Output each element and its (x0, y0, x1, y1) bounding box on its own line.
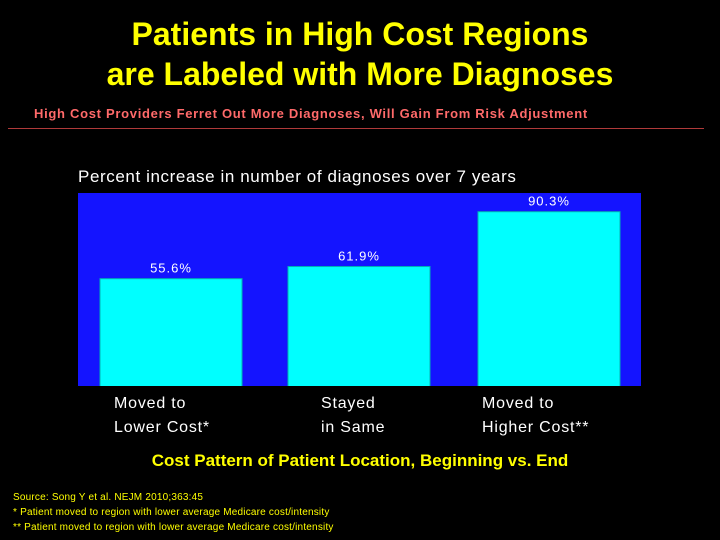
title-divider (8, 128, 704, 129)
data-label-same: 61.9% (338, 249, 380, 264)
chart-plot-area: 55.6% 61.9% 90.3% (78, 193, 641, 386)
footnote-higher-cost: ** Patient moved to region with lower av… (13, 522, 334, 533)
slide-subtitle: High Cost Providers Ferret Out More Diag… (34, 106, 588, 121)
data-label-lower-cost: 55.6% (150, 261, 192, 276)
x-axis-label: Cost Pattern of Patient Location, Beginn… (151, 451, 569, 470)
data-label-higher-cost: 90.3% (528, 194, 570, 209)
bar-lower-cost (99, 278, 243, 386)
footnotes: Source: Song Y et al. NEJM 2010;363:45 *… (13, 490, 334, 535)
slide-title: Patients in High Cost Regions are Labele… (0, 14, 720, 94)
category-label-higher-cost: Moved to Higher Cost** (482, 395, 590, 436)
slide-title-line-1: Patients in High Cost Regions (131, 16, 589, 52)
bar-higher-cost (477, 211, 621, 386)
category-label-same: Stayed in Same (321, 395, 386, 436)
source-citation: Source: Song Y et al. NEJM 2010;363:45 (13, 492, 204, 503)
bar-same (287, 266, 431, 386)
category-label-lower-cost: Moved to Lower Cost* (114, 395, 210, 436)
bar-chart: 55.6% 61.9% 90.3% (99, 194, 621, 386)
slide-title-line-2: are Labeled with More Diagnoses (106, 56, 614, 92)
footnote-lower-cost: * Patient moved to region with lower ave… (13, 507, 330, 518)
chart-title: Percent increase in number of diagnoses … (78, 167, 517, 186)
